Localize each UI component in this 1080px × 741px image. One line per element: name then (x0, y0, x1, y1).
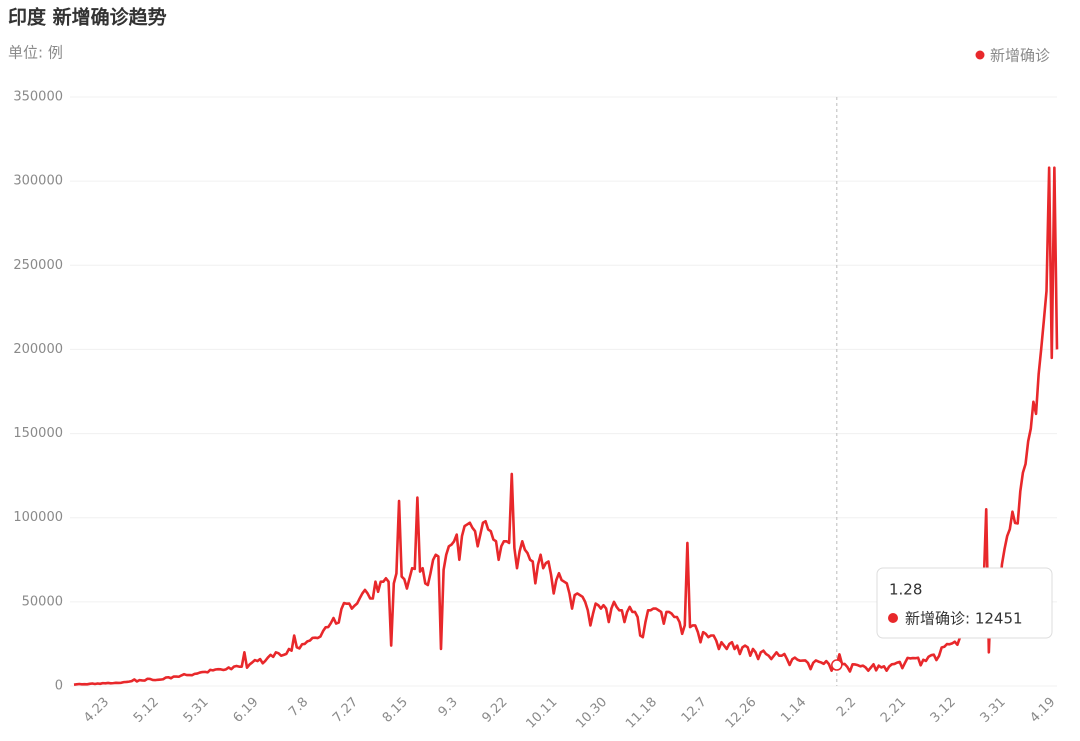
legend-label: 新增确诊 (990, 47, 1050, 65)
tooltip-value: 新增确诊: 12451 (905, 610, 1023, 628)
x-tick-label: 7.8 (286, 695, 311, 720)
x-tick-label: 5.31 (181, 695, 212, 726)
x-tick-label: 4.23 (81, 695, 112, 726)
tooltip-title: 1.28 (889, 581, 922, 599)
x-tick-label: 2.21 (878, 695, 909, 726)
x-tick-label: 3.12 (928, 695, 959, 726)
y-tick-label: 250000 (13, 258, 63, 273)
hover-point (831, 659, 843, 671)
y-tick-label: 50000 (22, 594, 63, 609)
line (73, 166, 1059, 686)
x-tick-label: 9.22 (480, 695, 511, 726)
y-tick-label: 100000 (13, 510, 63, 525)
y-tick-label: 150000 (13, 426, 63, 441)
x-tick-label: 6.19 (230, 695, 261, 726)
y-tick-label: 0 (55, 679, 63, 694)
tooltip: 1.28 新增确诊: 12451 (876, 567, 1053, 639)
chart-title: 印度 新增确诊趋势 (8, 6, 167, 29)
x-tick-label: 12.26 (723, 695, 760, 732)
x-tick-label: 5.12 (131, 695, 162, 726)
x-tick-label: 1.14 (778, 695, 809, 726)
legend-marker (975, 50, 985, 60)
x-tick-label: 10.11 (523, 695, 560, 732)
x-tick-label: 4.19 (1027, 695, 1058, 726)
x-tick-label: 9.3 (436, 695, 461, 720)
x-tick-label: 8.15 (380, 695, 411, 726)
x-tick-label: 2.2 (834, 695, 859, 720)
y-tick-label: 350000 (13, 90, 63, 105)
tooltip-box (876, 567, 1053, 639)
x-tick-label: 12.7 (679, 695, 710, 726)
x-tick-label: 3.31 (978, 695, 1009, 726)
y-tick-label: 300000 (13, 174, 63, 189)
x-tick-label: 10.30 (573, 695, 610, 732)
x-tick-label: 11.18 (623, 695, 660, 732)
tooltip-marker (888, 613, 898, 623)
chart-subtitle: 单位: 例 (8, 44, 63, 62)
y-tick-label: 200000 (13, 342, 63, 357)
x-tick-label: 7.27 (330, 695, 361, 726)
